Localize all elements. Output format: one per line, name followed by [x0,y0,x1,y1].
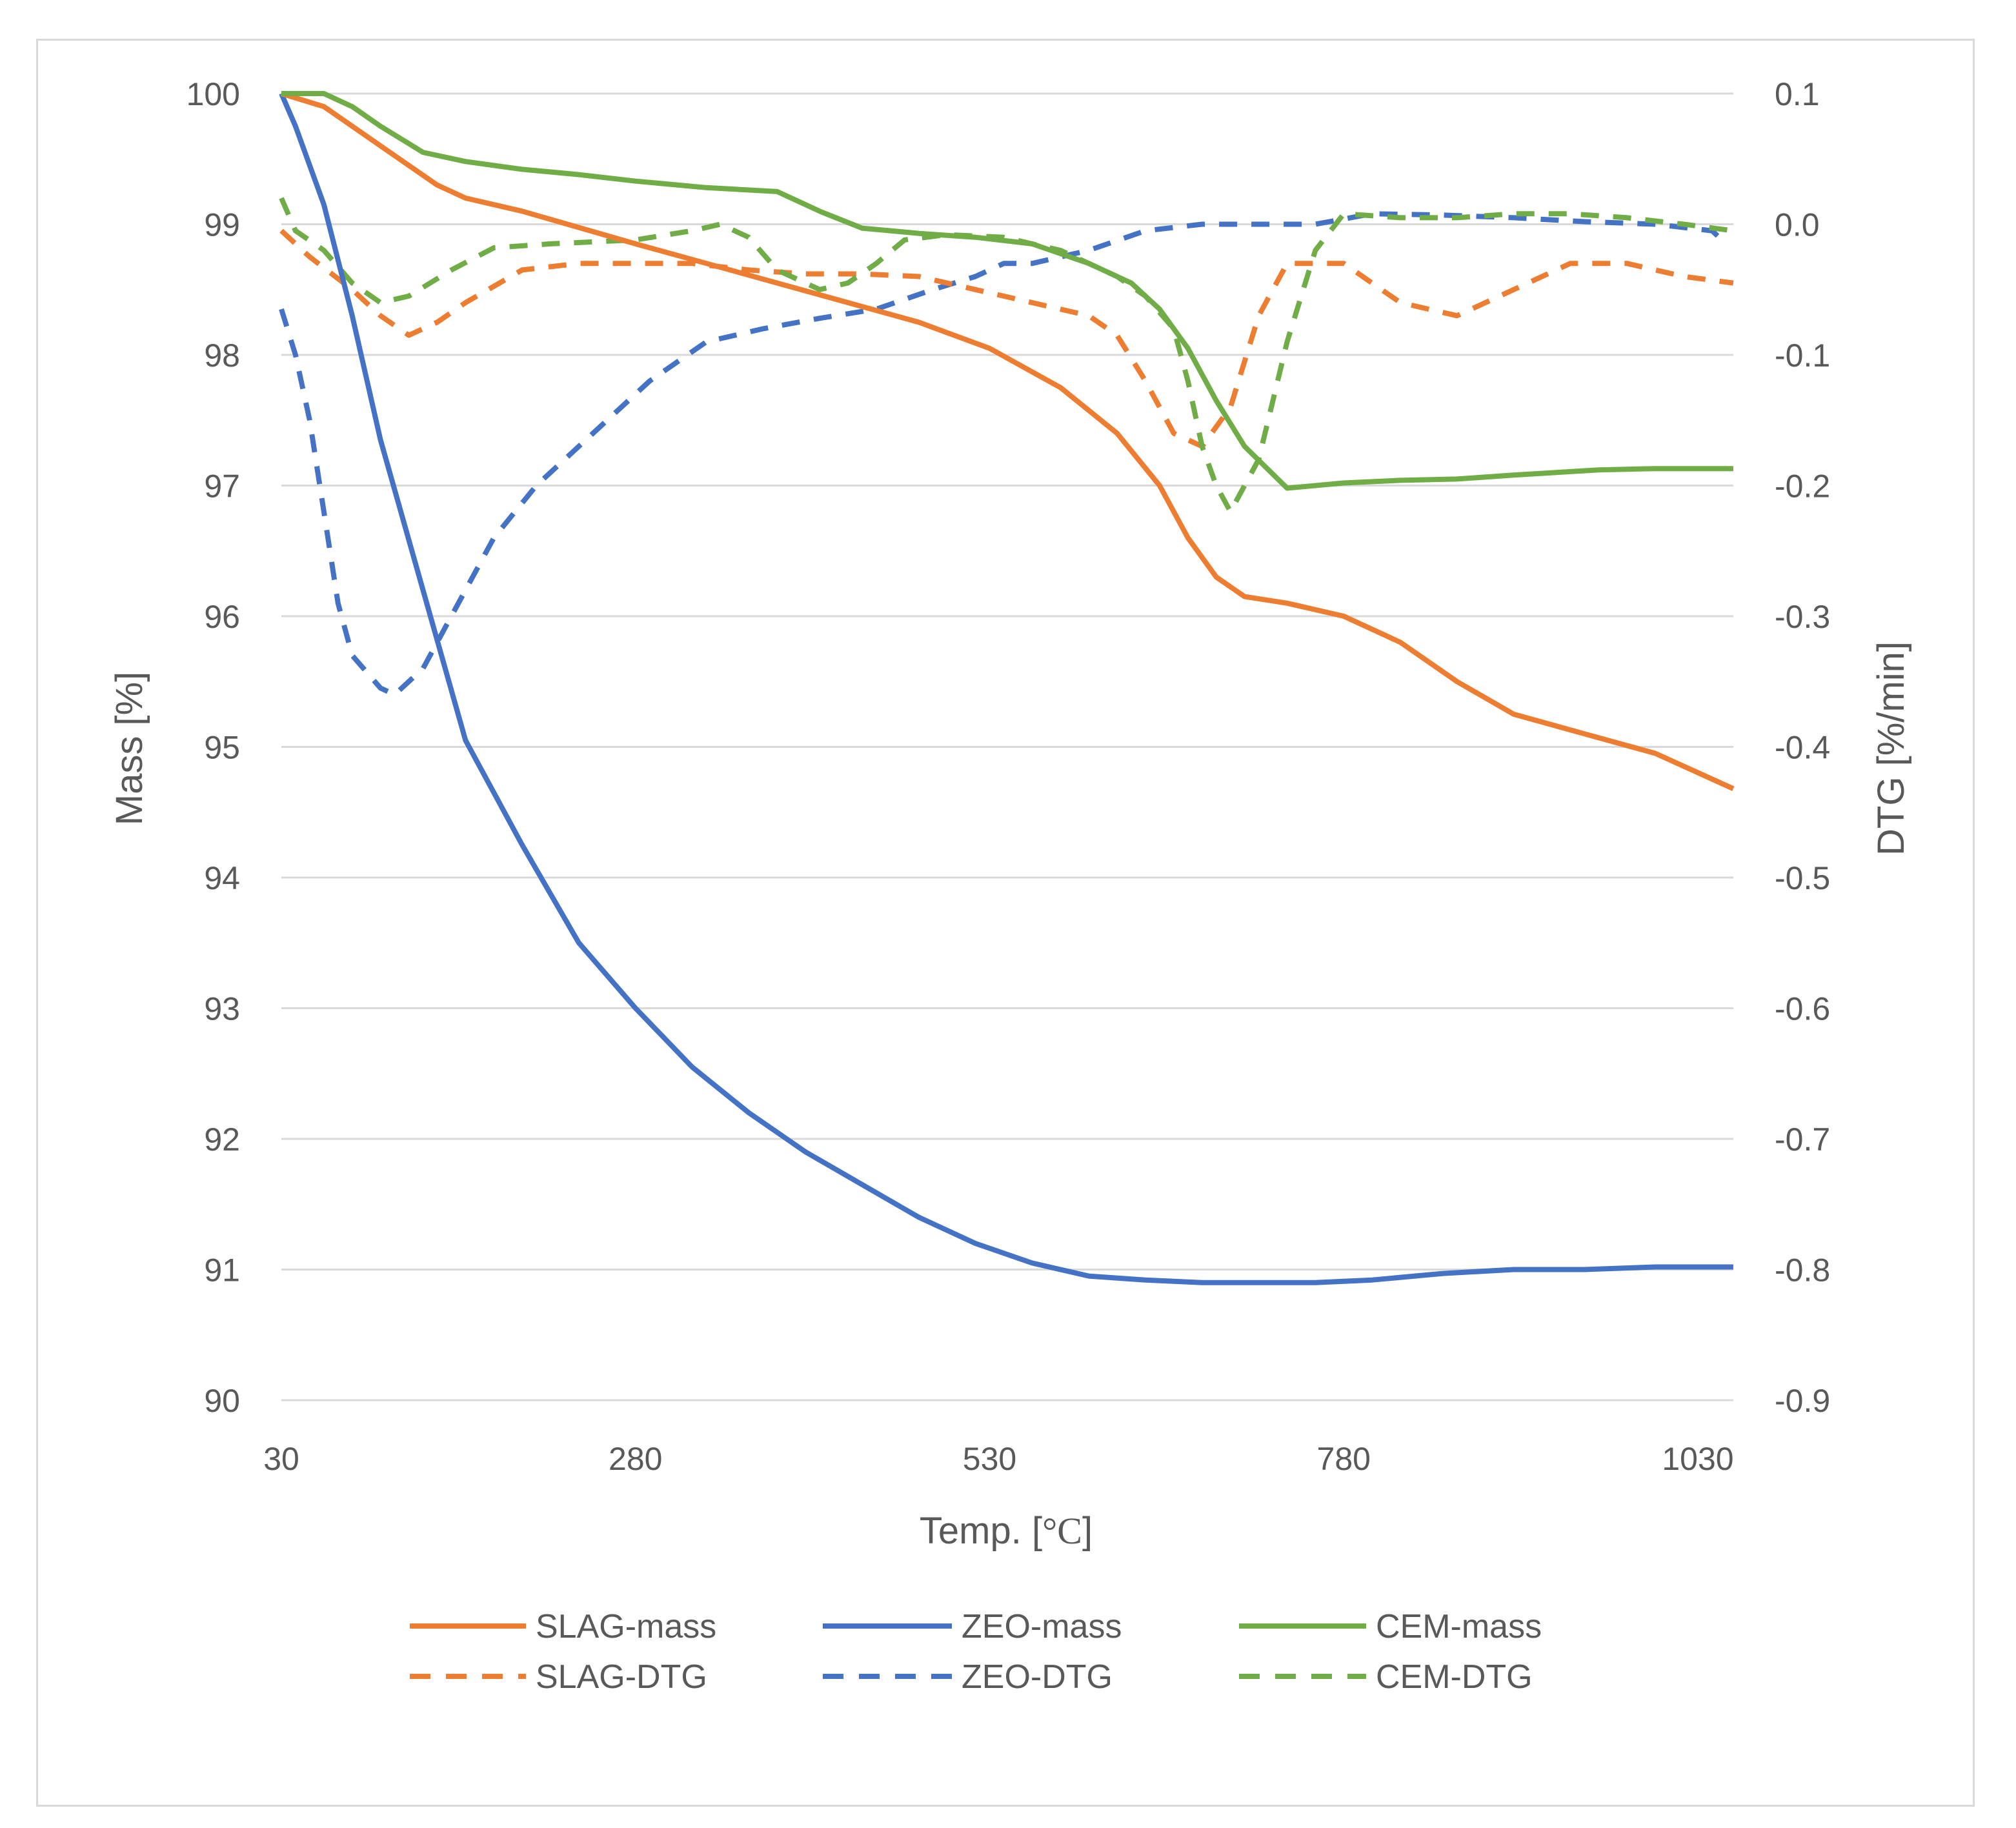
y2-tick-label: -0.9 [1775,1383,1830,1419]
y-tick-label: 90 [204,1383,240,1419]
x-axis-title-prefix: Temp. [ [920,1510,1042,1552]
legend-label-zeo-dtg: ZEO-DTG [962,1658,1113,1696]
x-axis-title: Temp. [°C] [920,1510,1093,1552]
zeo-mass-line [279,92,1733,1285]
legend: SLAG-mass ZEO-mass CEM-mass SLAG-DTG ZEO-DTG… [410,1608,1542,1696]
y2-tick-label: -0.6 [1775,991,1830,1027]
x-axis-ticks: 30 280 530 780 1030 [263,1441,1733,1477]
slag-mass-line [280,91,1735,791]
y2-tick-label: -0.7 [1775,1121,1830,1158]
slag-dtg-line [279,228,1734,449]
y-tick-label: 97 [204,468,240,505]
y-tick-label: 98 [204,337,240,374]
series-lines [279,91,1735,1285]
y-tick-label: 100 [186,76,240,112]
x-tick-label: 280 [609,1441,662,1477]
x-axis-title-unit: °C [1042,1510,1082,1552]
cem-dtg-line [279,197,1734,514]
y-tick-label: 94 [204,860,240,896]
legend-label-slag-dtg: SLAG-DTG [536,1658,707,1696]
y2-tick-label: 0.1 [1775,76,1820,112]
y2-tick-label: -0.5 [1775,860,1830,896]
y2-tick-label: -0.3 [1775,599,1830,635]
y2-axis-title: DTG [%/min] [1870,641,1912,856]
x-axis-title-suffix: ] [1082,1510,1093,1552]
legend-label-cem-dtg: CEM-DTG [1376,1658,1533,1696]
cem-mass-line [281,91,1733,491]
x-tick-label: 1030 [1662,1441,1733,1477]
y2-tick-label: -0.8 [1775,1252,1830,1289]
x-tick-label: 530 [963,1441,1016,1477]
chart-frame [36,39,1975,1807]
x-tick-label: 780 [1317,1441,1371,1477]
y2-tick-label: 0.0 [1775,207,1820,243]
y2-tick-label: -0.1 [1775,337,1830,374]
right-axis-ticks: 0.1 0.0 -0.1 -0.2 -0.3 -0.4 -0.5 -0.6 -0.7 -0.8 -0… [1775,76,1830,1419]
y2-tick-label: -0.4 [1775,730,1830,766]
left-axis-ticks: 100 99 98 97 96 95 94 93 92 91 90 [186,76,240,1419]
y-tick-label: 96 [204,599,240,635]
y-tick-label: 93 [204,991,240,1027]
y-tick-label: 95 [204,730,240,766]
legend-label-zeo-mass: ZEO-mass [962,1608,1122,1645]
y-tick-label: 91 [204,1252,240,1289]
legend-label-cem-mass: CEM-mass [1376,1608,1542,1645]
x-tick-label: 30 [263,1441,299,1477]
gridlines [281,92,1733,1401]
zeo-dtg-line [279,211,1728,698]
y-axis-title: Mass [%] [108,672,150,826]
y-tick-label: 99 [204,207,240,243]
legend-label-slag-mass: SLAG-mass [536,1608,716,1645]
y-tick-label: 92 [204,1121,240,1158]
y2-tick-label: -0.2 [1775,468,1830,505]
